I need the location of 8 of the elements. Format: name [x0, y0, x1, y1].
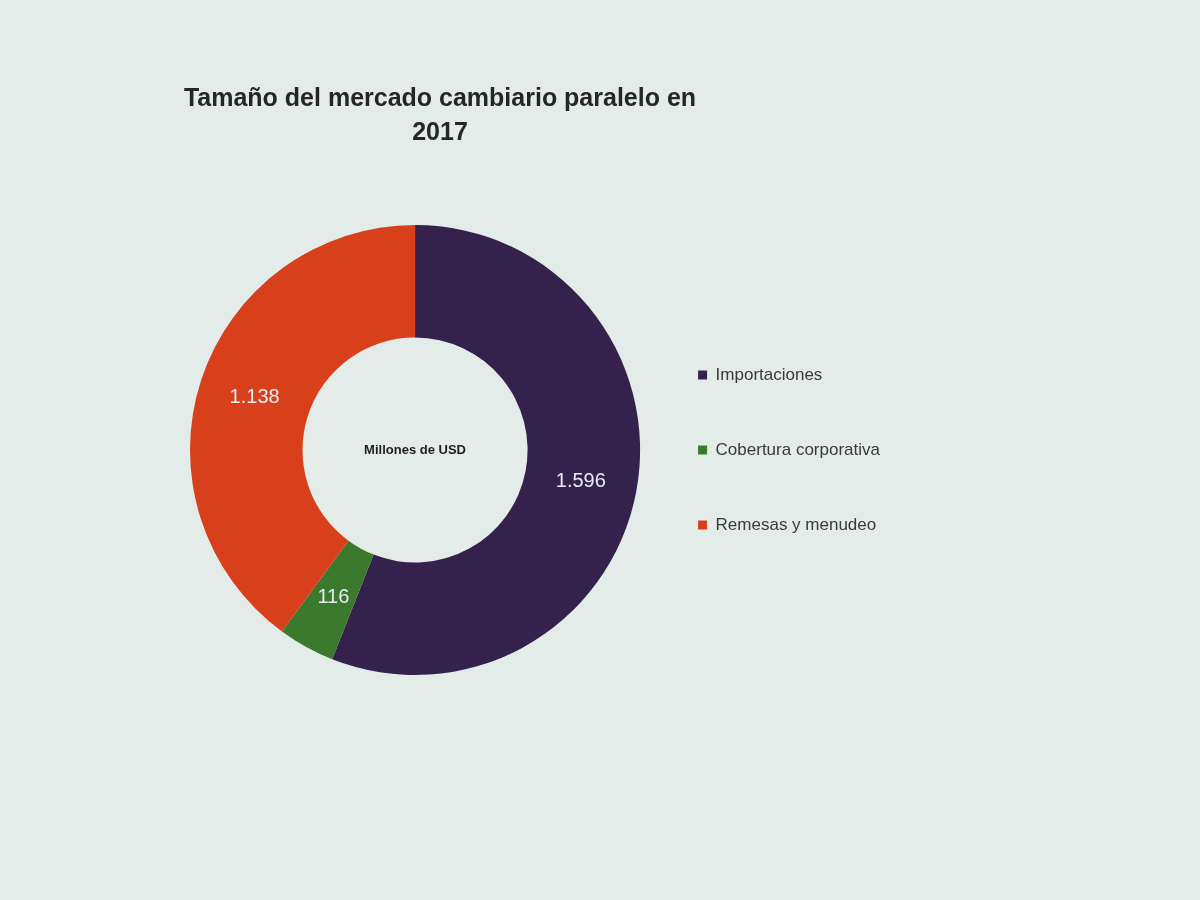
legend-label: Importaciones [715, 364, 823, 384]
data-label: 116 [317, 585, 350, 608]
chart-title: Tamaño del mercado cambiario paralelo en 2017 [182, 82, 698, 147]
data-label: 1.138 [229, 385, 280, 408]
legend-label: Cobertura corporativa [715, 439, 881, 459]
data-label: 1.596 [555, 469, 606, 492]
text: Millones de USD [364, 441, 466, 457]
legend-label: Remesas y menudeo [715, 514, 877, 534]
